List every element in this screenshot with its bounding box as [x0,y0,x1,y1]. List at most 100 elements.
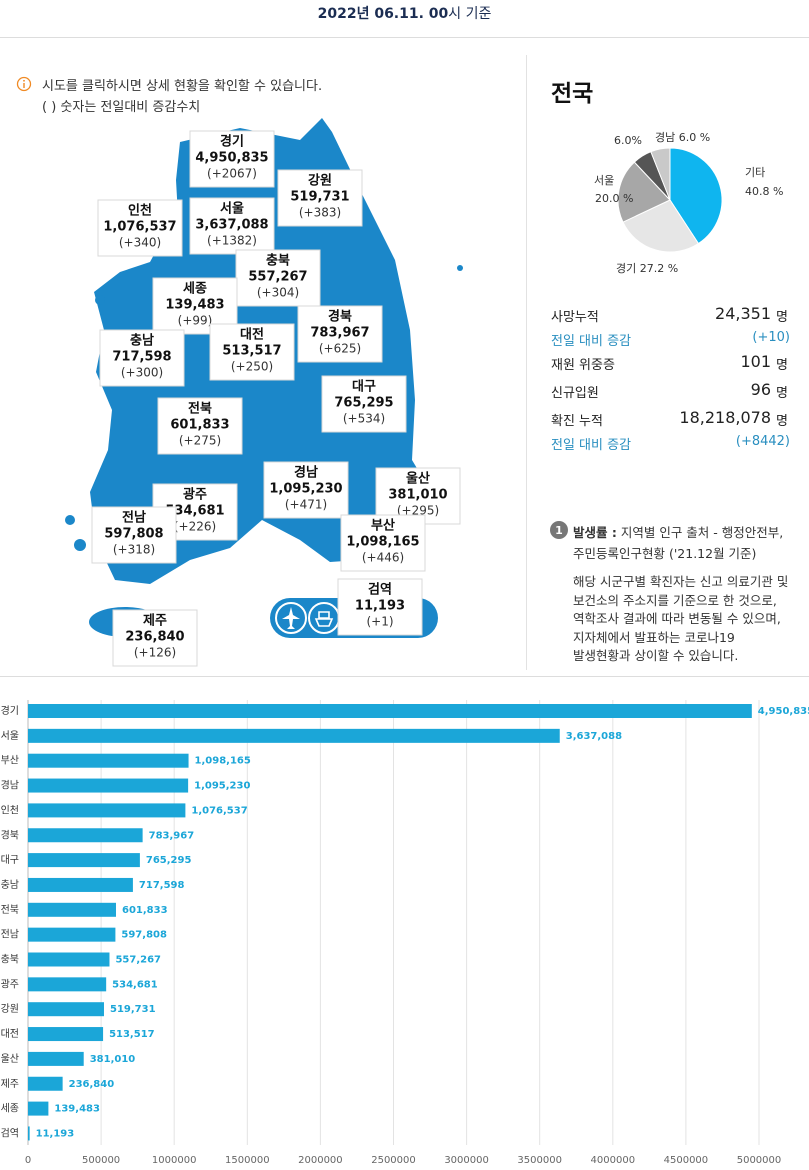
value-label: 139,483 [54,1104,100,1115]
value-label: 601,833 [122,905,168,916]
stat-label: 사망누적 [551,310,599,325]
value-label: 11,193 [36,1128,75,1139]
region-box[interactable] [235,249,321,307]
y-tick-label: 인천 [1,804,19,816]
stat-unit: 명 [776,414,788,429]
y-tick-label: 부산 [1,755,19,767]
pie-label: 경기 27.2 % [616,262,678,275]
bar [28,1076,63,1091]
pie-category: 서울 [594,174,614,187]
region-box[interactable] [277,169,363,227]
divider [0,37,809,38]
stat-value: (+10) [752,330,790,345]
note-body: 지자체에서 발표하는 코로나19 [573,629,735,645]
region-count: 1,098,165 [346,535,419,550]
region-name: 충북 [266,253,290,269]
region-change: (+250) [231,360,273,374]
y-tick-label: 세종 [1,1103,19,1115]
pie-chart: 기타 40.8 % 경기 27.2 % 서울 20.0 % 6.0% 경남 6.0 % [594,131,783,275]
region-count: 534,681 [165,504,224,519]
value-label: 1,098,165 [195,756,251,767]
x-tick-label: 0 [25,1155,31,1166]
region-change: (+99) [178,314,213,328]
stat-value: 96 [750,380,771,399]
y-tick-label: 제주 [1,1078,19,1090]
value-label: 1,095,230 [194,781,250,792]
region-box[interactable] [340,514,426,572]
x-tick-label: 500000 [82,1155,120,1166]
y-tick-label: 울산 [1,1053,19,1065]
stat-value: 24,351 [715,304,771,323]
note-source: 발생률 : 지역별 인구 출처 - 행정안전부, [573,522,783,541]
x-tick-label: 3500000 [517,1155,562,1166]
region-change: (+226) [174,520,216,534]
region-name: 강원 [308,173,332,189]
pie-slice [650,147,671,201]
pie-slice [622,199,700,253]
region-count: 3,637,088 [195,218,268,233]
region-change: (+383) [299,206,341,220]
region-box[interactable] [263,461,349,519]
header-date: 2022년 06.11. 00 [317,6,449,22]
bar [28,927,116,942]
pie-label: 경남 6.0 % [655,131,710,144]
stat-unit: 명 [776,310,788,325]
region-change: (+300) [121,366,163,380]
value-label: 513,517 [109,1029,155,1040]
region-box[interactable] [337,578,423,636]
note-number: 1 [555,524,563,537]
region-name: 대구 [352,380,376,395]
region-box[interactable] [157,397,243,455]
region-box[interactable] [297,305,383,363]
region-count: 1,095,230 [269,482,342,497]
notice: 시도를 클릭하시면 상세 현황을 확인할 수 있습니다. [42,79,323,94]
bar [28,952,110,967]
region-count: 557,267 [248,270,307,285]
region-name: 경북 [328,309,352,325]
region-change: (+534) [343,412,385,426]
y-tick-label: 광주 [1,978,19,990]
stat-label: 신규입원 [551,386,599,401]
y-tick-label: 서울 [1,730,19,742]
pie-value-label: 27.2 % [640,262,678,275]
pie-category: 경기 [616,262,636,275]
bar [28,1126,30,1141]
bar-chart: 0 500000 1000000 1500000 2000000 2500000 30000… [1,700,809,1166]
region-box[interactable] [321,375,407,433]
region-change: (+625) [319,342,361,356]
y-tick-label: 경기 [1,704,19,717]
region-box[interactable] [189,130,275,188]
region-name: 울산 [406,471,430,487]
stat-value: 101 [740,352,771,371]
region-name: 세종 [183,282,207,297]
x-tick-label: 4500000 [664,1155,709,1166]
region-box[interactable] [112,609,198,667]
value-label: 519,731 [110,1004,156,1015]
region-count: 11,193 [355,599,405,614]
x-tick-label: 3000000 [444,1155,489,1166]
region-box[interactable] [99,329,185,387]
bar [28,728,560,743]
bar [28,853,140,868]
region-box[interactable] [91,506,177,564]
region-name: 서울 [220,201,244,217]
bar [28,977,107,992]
stat-value: 18,218,078 [679,408,771,427]
header-suffix: 시 기준 [448,6,492,22]
region-count: 765,295 [334,396,393,411]
stat-label: 재원 위중증 [551,358,615,373]
bar [28,828,143,843]
pie-category: 기타 [745,166,765,179]
divider [526,55,527,670]
x-tick-label: 1000000 [152,1155,197,1166]
value-label: 1,076,537 [191,805,247,816]
x-tick-label: 5000000 [737,1155,782,1166]
region-name: 전남 [122,510,146,526]
region-box[interactable] [209,323,295,381]
region-box[interactable] [189,197,275,255]
region-change: (+1) [366,615,393,629]
region-change: (+446) [362,551,404,565]
region-name: 경기 [220,134,244,150]
y-tick-label: 전남 [1,929,19,941]
region-box[interactable] [97,199,183,257]
